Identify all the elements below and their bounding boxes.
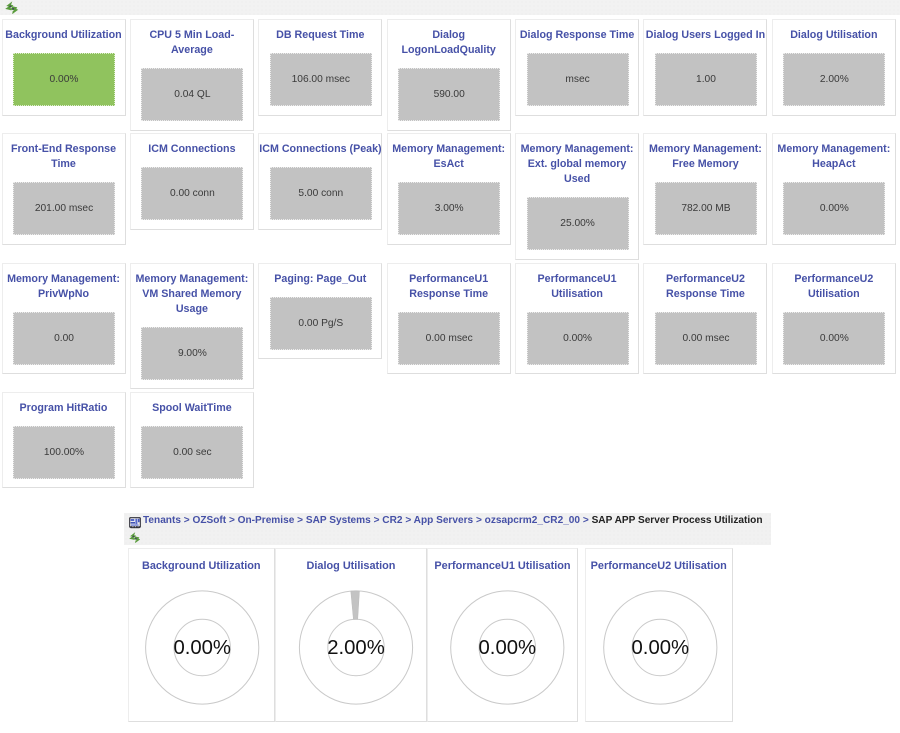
svg-text:0.00%: 0.00% — [631, 637, 689, 659]
svg-text:0.00%: 0.00% — [173, 637, 231, 659]
svg-text:0.00%: 0.00% — [479, 637, 537, 659]
svg-text:2.00%: 2.00% — [327, 637, 385, 659]
